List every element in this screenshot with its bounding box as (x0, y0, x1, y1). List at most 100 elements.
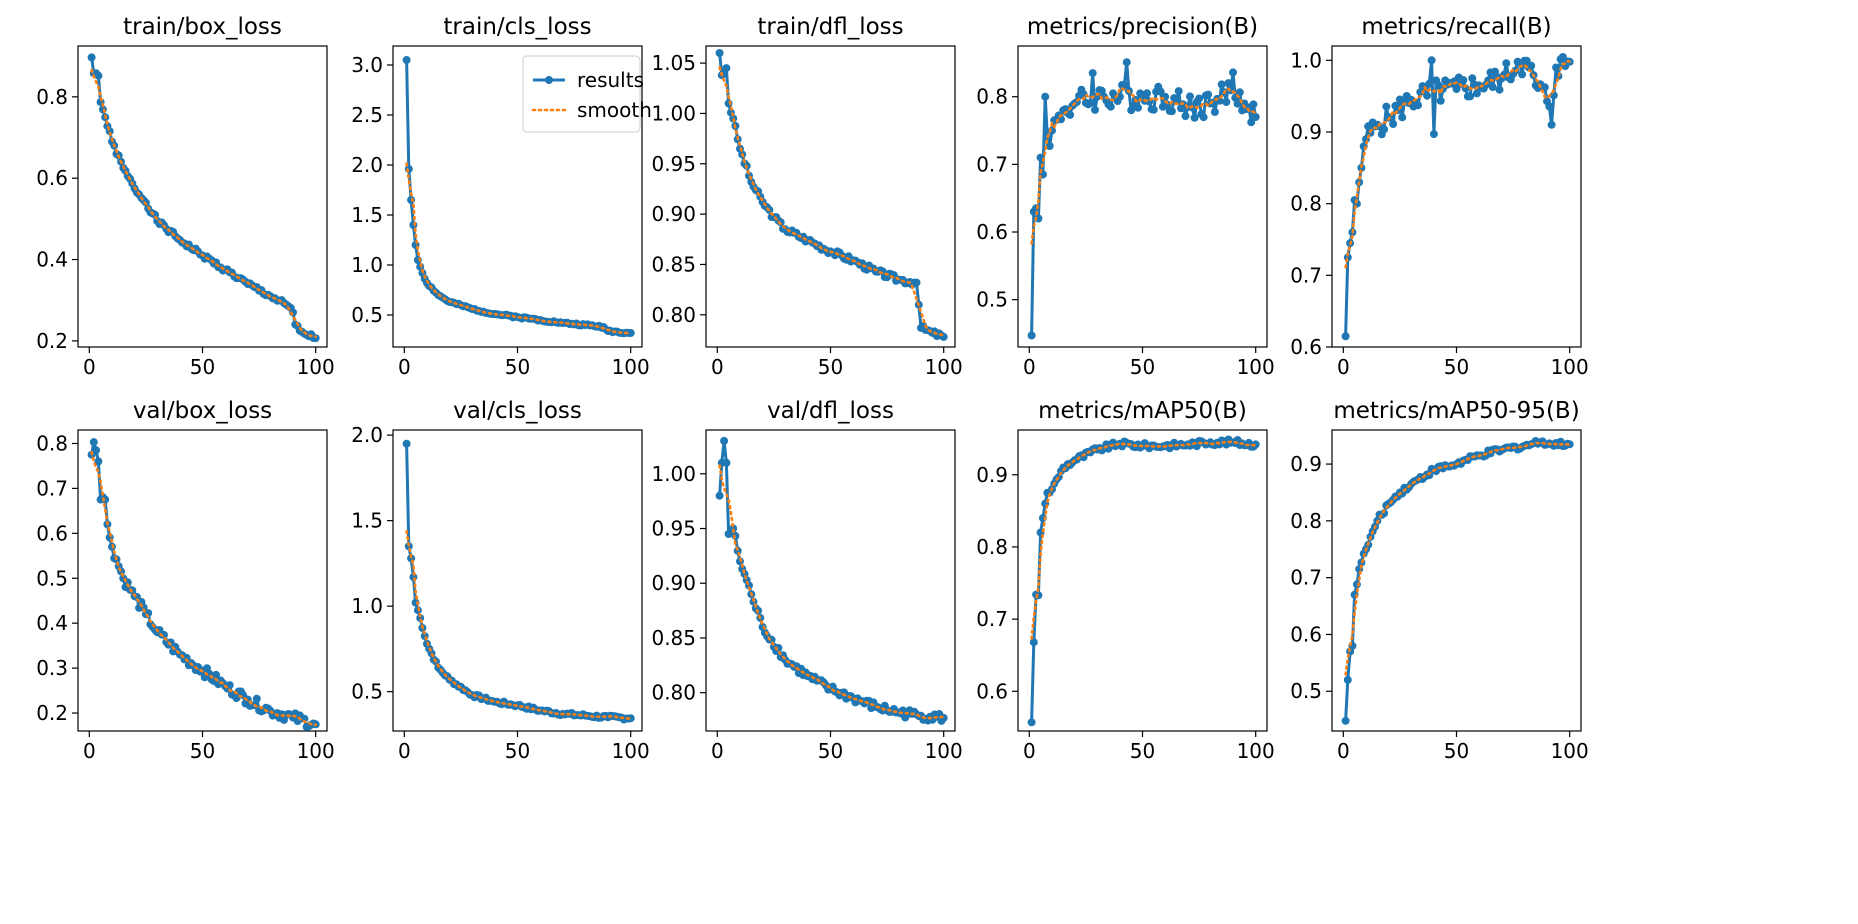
results-point (1423, 91, 1432, 100)
x-tick-label: 0 (1337, 739, 1350, 763)
legend-box (522, 55, 641, 133)
plot-area (87, 53, 320, 343)
plot-area (1341, 437, 1574, 725)
y-tick-label: 0.6 (36, 521, 68, 545)
smooth-line (90, 450, 318, 727)
results-point (1181, 112, 1190, 121)
y-tick-label: 0.4 (36, 611, 68, 635)
results-point (1029, 638, 1038, 647)
results-point (1091, 105, 1099, 114)
results-point (1552, 63, 1561, 72)
y-tick-label: 1.0 (1290, 48, 1322, 72)
results-point (1429, 130, 1438, 139)
results-point (1249, 100, 1258, 109)
results-point (1414, 101, 1422, 110)
results-point (1472, 89, 1481, 98)
results-point (1045, 142, 1054, 150)
plot-area (402, 439, 635, 724)
y-tick-label: 1.00 (651, 101, 696, 125)
results-point (1547, 120, 1556, 129)
results-point (1251, 113, 1260, 121)
y-tick-label: 0.3 (36, 656, 68, 680)
subplot-train-cls-loss: train/cls_loss 0 50 100 0.5 1.0 1.5 2.0 2.5 3.0 re… (351, 14, 652, 379)
smooth-line (405, 529, 633, 721)
subplot-title: val/cls_loss (453, 398, 582, 424)
results-point (402, 439, 411, 448)
subplot-title: metrics/mAP50(B) (1038, 398, 1247, 424)
results-point (1341, 332, 1350, 341)
x-tick-label: 50 (505, 739, 530, 763)
results-point (1210, 108, 1219, 116)
results-point (715, 491, 724, 500)
x-tick-label: 50 (190, 739, 215, 763)
results-point (1425, 79, 1434, 88)
y-tick-label: 0.9 (1290, 120, 1322, 144)
y-tick-label: 0.6 (1290, 622, 1322, 646)
y-tick-label: 1.5 (351, 509, 383, 533)
y-tick-label: 2.5 (351, 103, 383, 127)
results-point (1204, 90, 1213, 99)
y-tick-label: 0.7 (36, 476, 68, 500)
subplot-title: metrics/mAP50-95(B) (1333, 398, 1579, 424)
y-tick-label: 1.0 (351, 594, 383, 618)
subplot-metrics-map50-b-: metrics/mAP50(B) 0 50 100 0.6 0.7 0.8 0.9 (976, 398, 1275, 763)
results-point (1247, 118, 1256, 127)
y-tick-label: 0.6 (976, 220, 1008, 244)
results-point (212, 670, 221, 679)
results-point (1027, 331, 1036, 340)
subplot-title: val/dfl_loss (767, 398, 894, 424)
x-tick-label: 0 (1023, 355, 1036, 379)
y-tick-label: 0.8 (1290, 192, 1322, 216)
subplot-val-box-loss: val/box_loss 0 50 100 0.2 0.3 0.4 0.5 0.6 0.7 0.8 (36, 398, 335, 763)
x-tick-label: 0 (711, 355, 724, 379)
results-point (1217, 80, 1226, 89)
results-point (1086, 99, 1095, 107)
x-tick-label: 100 (297, 355, 335, 379)
y-tick-label: 0.5 (36, 566, 68, 590)
results-point (1540, 83, 1549, 92)
results-point (1380, 125, 1389, 134)
results-point (1341, 716, 1350, 725)
subplot-train-box-loss: train/box_loss 0 50 100 0.2 0.4 0.6 0.8 (36, 14, 335, 379)
legend: results smooth (522, 55, 652, 133)
plot-area (715, 49, 948, 341)
x-tick-label: 50 (1444, 355, 1469, 379)
y-tick-label: 0.8 (1290, 509, 1322, 533)
y-tick-label: 2.0 (351, 423, 383, 447)
y-tick-label: 0.8 (36, 85, 68, 109)
x-tick-label: 100 (925, 739, 963, 763)
results-point (1427, 56, 1436, 65)
results-point (1106, 102, 1115, 111)
results-point (92, 446, 101, 455)
plot-area (1341, 53, 1574, 341)
subplot-val-dfl-loss: val/dfl_loss 0 50 100 0.80 0.85 0.90 0.95 1.00 (651, 398, 962, 763)
y-tick-label: 3.0 (351, 53, 383, 77)
results-point (252, 694, 261, 703)
results-point (1186, 92, 1194, 101)
x-tick-label: 100 (925, 355, 963, 379)
y-tick-label: 0.8 (36, 431, 68, 455)
results-point (1233, 99, 1242, 108)
results-point (1041, 92, 1050, 101)
y-tick-label: 0.90 (651, 571, 696, 595)
results-point (1436, 96, 1445, 105)
y-tick-label: 0.2 (36, 701, 68, 725)
y-tick-label: 0.9 (1290, 452, 1322, 476)
smooth-line (1030, 86, 1257, 245)
y-tick-label: 0.9 (976, 463, 1008, 487)
results-point (1066, 110, 1075, 119)
results-point (1502, 59, 1511, 68)
subplot-title: train/dfl_loss (757, 14, 903, 40)
results-point (1518, 70, 1527, 79)
results-point (94, 457, 103, 466)
y-tick-label: 0.95 (651, 517, 696, 541)
y-tick-label: 1.00 (651, 462, 696, 486)
x-tick-label: 50 (818, 739, 843, 763)
x-tick-label: 50 (818, 355, 843, 379)
results-point (89, 438, 98, 447)
smooth-line (1344, 441, 1571, 676)
x-tick-label: 50 (505, 355, 530, 379)
y-tick-label: 2.0 (351, 153, 383, 177)
results-point (1034, 591, 1043, 600)
